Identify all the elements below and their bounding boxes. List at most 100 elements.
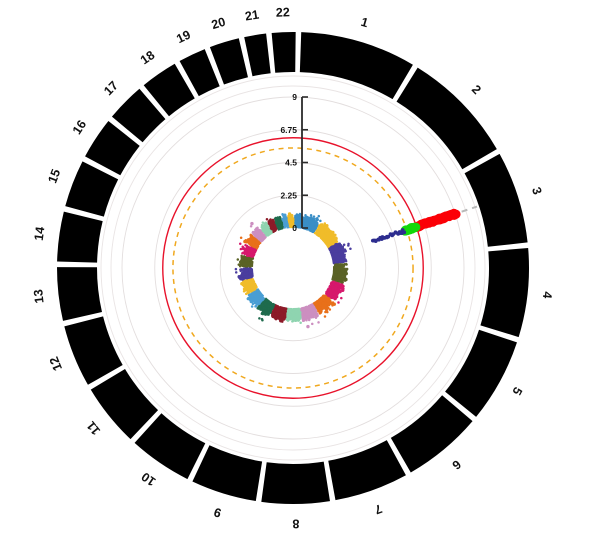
snp-point (322, 227, 325, 230)
snp-point (291, 318, 295, 322)
snp-point (332, 282, 336, 286)
snp-point (325, 238, 329, 241)
snp-point (319, 308, 322, 312)
snp-point (343, 253, 346, 256)
snp-point (332, 287, 335, 290)
snp-point (249, 271, 253, 274)
snp-point (247, 262, 251, 265)
snp-point (340, 296, 343, 300)
snp-point (296, 213, 299, 216)
snp-point (295, 313, 299, 316)
snp-point (243, 281, 246, 284)
snp-point (265, 313, 269, 316)
snp-point (341, 285, 344, 288)
snp-point (333, 295, 336, 298)
snp-point (312, 229, 315, 232)
snp-point (322, 232, 325, 236)
snp-point (319, 234, 322, 238)
snp-point (331, 230, 335, 235)
snp-point (332, 280, 335, 284)
snp-point (326, 236, 329, 239)
snp-point (279, 315, 282, 319)
gridline-6.75 (154, 129, 432, 407)
outer-guide-ring-2 (100, 75, 486, 461)
snp-point (236, 258, 240, 261)
snp-point (309, 224, 312, 227)
snp-point (286, 319, 290, 322)
snp-point (325, 240, 328, 243)
snp-point (303, 222, 307, 225)
snp-point (327, 306, 330, 310)
snp-point (334, 286, 337, 290)
snp-point (334, 268, 337, 271)
snp-point (246, 281, 250, 286)
snp-point (319, 219, 322, 223)
snp-point (320, 232, 323, 236)
snp-point (336, 282, 340, 285)
snp-point (333, 233, 336, 237)
snp-point (319, 297, 323, 300)
snp-point (332, 302, 336, 306)
snp-point (337, 301, 340, 304)
snp-point (240, 268, 243, 271)
snp-point (317, 321, 320, 324)
snp-point (249, 278, 252, 282)
snp-point (294, 218, 298, 221)
snp-point (247, 286, 250, 290)
snp-point (279, 312, 283, 315)
snp-point (323, 222, 327, 225)
snp-point (294, 214, 297, 218)
chromosome-points-chr1 (293, 212, 322, 234)
snp-point (259, 308, 262, 311)
snp-point (326, 242, 329, 246)
snp-point (254, 298, 258, 302)
snp-point (315, 219, 319, 222)
snp-point (297, 318, 301, 321)
snp-point (302, 318, 305, 321)
snp-point (276, 311, 280, 315)
snp-point (326, 234, 330, 237)
snp-point (256, 290, 260, 293)
snp-point (241, 273, 245, 276)
snp-point (342, 272, 345, 275)
snp-point (320, 234, 324, 238)
snp-point (341, 249, 345, 253)
snp-point (309, 213, 313, 217)
snp-point (295, 223, 299, 227)
snp-point (287, 315, 291, 318)
snp-point (310, 309, 314, 313)
snp-point (261, 309, 266, 313)
snp-point (333, 245, 337, 248)
snp-point (339, 276, 342, 279)
snp-point (288, 312, 291, 315)
snp-point (337, 263, 341, 267)
snp-point (248, 264, 252, 268)
snp-point (277, 306, 281, 309)
snp-point (283, 317, 286, 320)
snp-point (310, 221, 314, 225)
snp-point (305, 215, 309, 220)
chromosome-points-chr8 (285, 307, 302, 325)
snp-point (344, 268, 347, 271)
snp-point (259, 305, 262, 308)
snp-point (242, 262, 247, 267)
snp-point (234, 267, 238, 271)
snp-point (317, 306, 321, 310)
snp-point (326, 228, 329, 231)
snp-point (242, 260, 245, 263)
snp-point (316, 232, 319, 236)
radial-gridlines (100, 75, 486, 461)
snp-point (332, 265, 336, 269)
snp-point (312, 215, 316, 218)
snp-point (325, 224, 329, 228)
snp-point (251, 286, 255, 290)
snp-point (298, 314, 302, 318)
snp-point (249, 257, 253, 261)
snp-point (340, 259, 344, 263)
snp-point (269, 310, 272, 313)
snp-point (339, 246, 342, 249)
chromosome-points-chr4 (331, 262, 349, 284)
snp-point (243, 287, 247, 290)
snp-point (337, 242, 341, 246)
snp-point (336, 266, 341, 271)
